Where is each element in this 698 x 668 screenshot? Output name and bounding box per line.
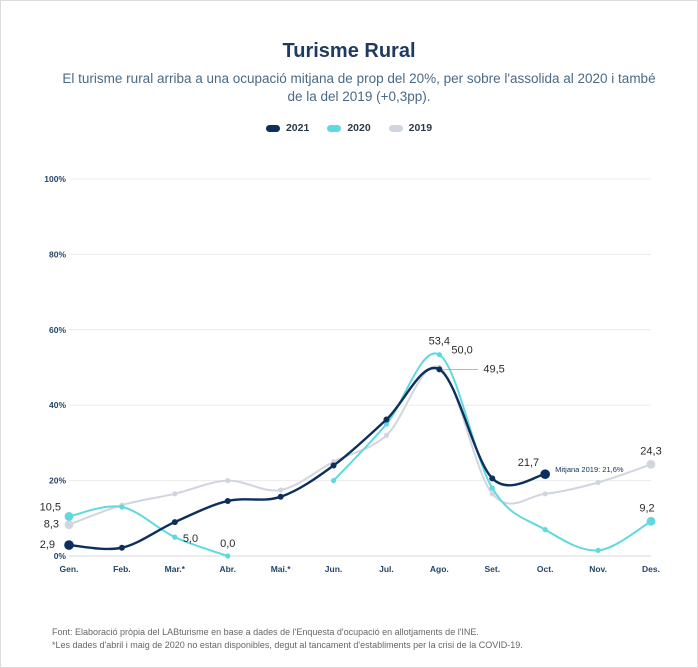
legend-item-2019: 2019 <box>388 122 433 134</box>
point-2019 <box>172 491 178 497</box>
source-note: Font: Elaboració pròpia del LABturisme e… <box>52 627 479 637</box>
point-2020 <box>64 512 74 521</box>
data-label: 49,5 <box>483 363 504 375</box>
x-tick-label: Abr. <box>219 564 236 574</box>
y-tick-label: 20% <box>49 476 66 486</box>
data-label: 10,5 <box>40 501 61 513</box>
point-2021 <box>489 475 496 482</box>
point-2020 <box>119 504 125 510</box>
data-label: 50,0 <box>451 345 472 357</box>
legend-item-2020: 2020 <box>327 122 371 134</box>
point-2020 <box>595 547 601 553</box>
point-2021 <box>171 519 178 526</box>
x-tick-label: Ago. <box>430 564 449 574</box>
point-2021 <box>540 469 550 479</box>
point-2019 <box>595 479 601 486</box>
x-tick-label: Nov. <box>589 564 607 574</box>
point-2019 <box>542 491 548 497</box>
point-2019 <box>489 491 495 497</box>
point-2020 <box>489 485 495 491</box>
x-tick-label: Oct. <box>537 564 554 574</box>
data-label: 9,2 <box>639 502 654 514</box>
data-label: 0,0 <box>220 538 235 550</box>
footer: Font: Elaboració pròpia del LABturisme e… <box>52 626 523 652</box>
point-2020 <box>436 352 442 358</box>
y-tick-label: 100% <box>44 174 66 184</box>
point-2021 <box>224 497 231 504</box>
legend-swatch-2021 <box>265 124 280 132</box>
legend-label-2020: 2020 <box>347 122 371 134</box>
legend: 2021 2020 2019 <box>0 122 698 134</box>
legend-label-2021: 2021 <box>285 122 310 134</box>
point-2021 <box>64 540 74 550</box>
point-2021 <box>436 366 443 373</box>
point-2020 <box>646 516 656 526</box>
series-line-2020 <box>68 505 229 557</box>
legend-label-2019: 2019 <box>408 122 433 134</box>
x-tick-label: Jul. <box>379 564 394 574</box>
point-2021 <box>330 462 337 469</box>
point-2019 <box>383 432 390 438</box>
point-2020 <box>172 534 178 540</box>
footnote: *Les dades d'abril i maig de 2020 no est… <box>52 640 523 650</box>
point-2021 <box>383 416 390 423</box>
legend-swatch-2020 <box>327 124 342 132</box>
y-tick-label: 80% <box>49 249 66 259</box>
x-tick-label: Mar.* <box>165 564 186 574</box>
point-2020 <box>225 553 231 559</box>
data-label: 24,3 <box>640 445 661 457</box>
x-tick-label: Des. <box>642 564 660 574</box>
point-2020 <box>542 527 548 533</box>
series-line-2020 <box>332 352 652 552</box>
chart-title: Turisme Rural <box>282 40 416 62</box>
data-label: 21,7 <box>518 457 539 469</box>
chart-subtitle: El turisme rural arriba a una ocupació m… <box>62 71 656 104</box>
point-2020 <box>330 478 337 484</box>
point-2020 <box>383 421 390 427</box>
y-tick-label: 40% <box>49 400 66 410</box>
annotation: Mitjana 2019: 21,6% <box>555 465 624 474</box>
data-label: 5,0 <box>183 533 198 545</box>
point-2021 <box>118 544 125 551</box>
point-2019 <box>278 487 284 493</box>
legend-swatch-2019 <box>388 124 403 132</box>
x-tick-label: Feb. <box>113 564 130 574</box>
x-tick-label: Jun. <box>325 564 342 574</box>
point-2019 <box>64 520 74 530</box>
series-line-2021 <box>67 366 547 551</box>
x-tick-label: Gen. <box>60 564 79 574</box>
point-2021 <box>277 493 284 500</box>
legend-item-2021: 2021 <box>265 122 310 134</box>
y-tick-label: 0% <box>54 551 67 561</box>
point-2019 <box>646 459 656 469</box>
x-tick-label: Set. <box>484 564 500 574</box>
data-label: 53,4 <box>429 336 450 348</box>
x-tick-label: Mai.* <box>271 564 292 574</box>
data-label: 8,3 <box>44 519 59 531</box>
data-label: 2,9 <box>40 539 55 551</box>
point-2019 <box>225 478 231 484</box>
series-line-2019 <box>68 365 652 526</box>
y-tick-label: 60% <box>49 325 66 335</box>
